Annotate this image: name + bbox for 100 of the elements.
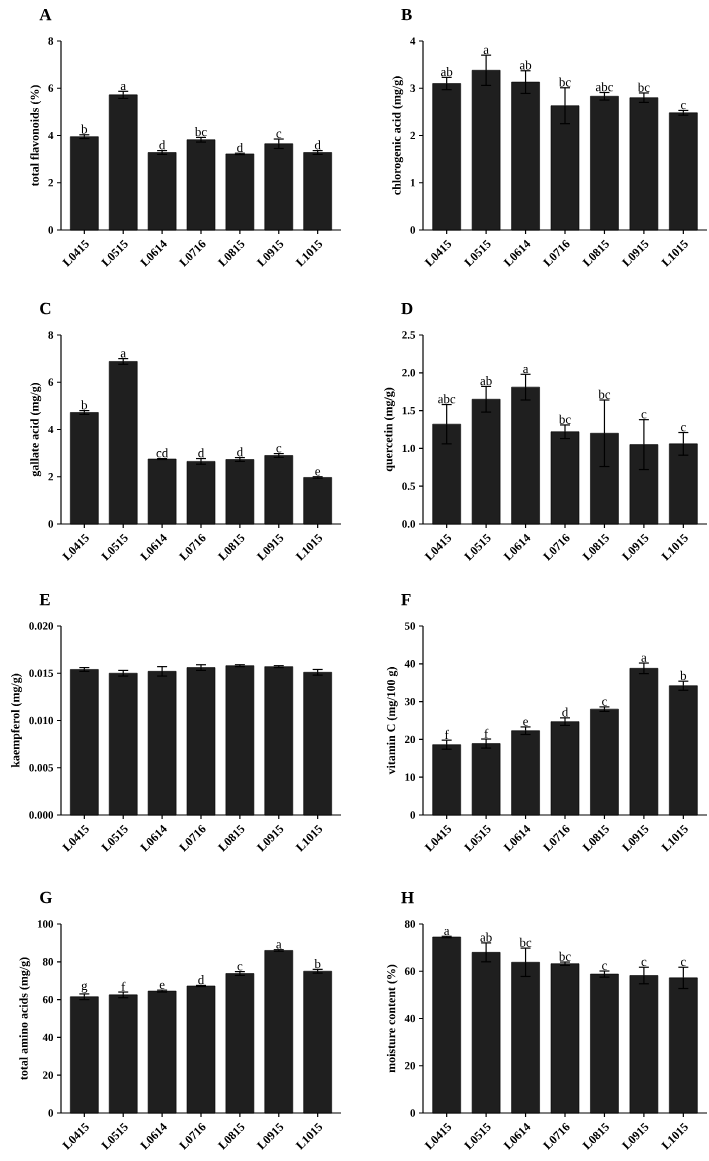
y-axis-title: kaempferol (mg/g) — [10, 673, 22, 768]
y-axis-title: gallate acid (mg/g) — [30, 382, 42, 477]
y-tick-label: 4 — [48, 425, 54, 434]
annotation: c — [641, 412, 647, 419]
y-tick-label: 30 — [404, 697, 416, 706]
chart-title: H — [401, 892, 414, 904]
annotation: bc — [558, 77, 571, 87]
annotation: d — [198, 448, 205, 458]
annotation: e — [315, 469, 321, 476]
y-tick-label: 8 — [48, 331, 54, 339]
y-tick-label: 6 — [48, 378, 54, 386]
y-axis-title: moisture content (%) — [386, 964, 398, 1073]
annotation: c — [680, 425, 686, 432]
y-tick-label: 40 — [404, 660, 416, 668]
y-axis-title: quercetin (mg/g) — [384, 387, 395, 472]
y-tick-label: 60 — [404, 967, 416, 975]
y-tick-label: 4 — [48, 131, 54, 140]
y-axis-title: vitamin C (mg/100 g) — [386, 667, 398, 775]
y-tick-label: 2.0 — [402, 369, 416, 377]
annotation: ab — [519, 60, 532, 70]
chart-title: C — [40, 302, 51, 315]
annotation: a — [483, 47, 489, 54]
annotation: bc — [637, 82, 650, 92]
annotation: ab — [480, 376, 492, 386]
y-tick-label: 0 — [48, 226, 54, 234]
annotation: c — [680, 959, 686, 967]
chart-title: B — [401, 9, 412, 21]
annotation: bc — [598, 389, 611, 399]
annotation: a — [444, 928, 450, 936]
y-tick-label: 0 — [410, 1109, 416, 1117]
y-tick-label: 6 — [48, 84, 54, 92]
annotation: ab — [480, 932, 492, 942]
y-tick-label: 60 — [42, 995, 54, 1004]
annotation: cd — [156, 448, 169, 458]
y-axis-title: chlorogenic acid (mg/g) — [392, 76, 404, 195]
y-tick-label: 2 — [48, 473, 53, 481]
annotation: c — [602, 699, 607, 706]
annotation: c — [680, 103, 686, 110]
annotation: d — [237, 142, 243, 153]
annotation: d — [237, 447, 243, 457]
y-tick-label: 0.000 — [29, 811, 54, 819]
chart-title: G — [40, 891, 53, 904]
y-axis-title: total amino acids (mg/g) — [19, 957, 31, 1080]
y-tick-label: 1 — [410, 179, 415, 187]
y-tick-label: 2 — [410, 131, 416, 140]
y-tick-label: 1.0 — [402, 444, 416, 453]
annotation: b — [314, 959, 321, 969]
annotation: bc — [519, 937, 532, 947]
y-tick-label: 20 — [404, 1062, 416, 1070]
y-tick-label: 80 — [404, 920, 416, 928]
annotation: f — [121, 981, 126, 991]
y-tick-label: 40 — [42, 1033, 54, 1042]
y-tick-label: 0 — [48, 520, 54, 528]
y-axis-title: total flavonoids (%) — [30, 85, 42, 187]
y-tick-label: 100 — [37, 920, 54, 928]
annotation: bc — [558, 414, 571, 424]
y-tick-label: 1.5 — [402, 406, 416, 415]
annotation: bc — [194, 127, 207, 137]
annotation: e — [523, 719, 528, 726]
annotation: c — [237, 964, 243, 971]
y-tick-label: 0.005 — [29, 764, 54, 772]
annotation: g — [81, 983, 88, 993]
annotation: a — [523, 366, 529, 374]
annotation: bc — [558, 951, 571, 961]
y-tick-label: 8 — [48, 37, 54, 45]
chart-title: D — [401, 303, 413, 315]
chart-title: E — [39, 594, 50, 606]
y-tick-label: 2 — [48, 179, 53, 187]
annotation: f — [484, 728, 489, 738]
chart-title: F — [401, 594, 411, 606]
annotation: abc — [595, 82, 614, 92]
y-tick-label: 0.0 — [402, 520, 416, 528]
annotation: b — [81, 124, 88, 134]
chart-title: A — [39, 8, 52, 21]
annotation: a — [276, 942, 282, 949]
annotation: d — [159, 140, 166, 150]
y-tick-label: 0.020 — [29, 622, 54, 630]
y-tick-label: 50 — [404, 622, 416, 630]
annotation: c — [602, 963, 607, 970]
annotation: b — [680, 670, 687, 680]
y-tick-label: 80 — [42, 958, 54, 966]
annotation: c — [641, 959, 647, 967]
annotation: a — [120, 351, 126, 358]
annotation: a — [641, 655, 647, 662]
y-tick-label: 0.010 — [29, 716, 54, 725]
annotation: f — [444, 729, 449, 739]
y-tick-label: 0 — [410, 226, 416, 234]
y-tick-label: 2.5 — [402, 331, 416, 339]
annotation: d — [562, 707, 569, 717]
y-tick-label: 40 — [404, 1014, 416, 1023]
y-tick-label: 0 — [410, 811, 416, 819]
annotation: c — [276, 131, 282, 138]
annotation: abc — [438, 394, 456, 404]
annotation: e — [159, 982, 165, 989]
annotation: b — [81, 400, 88, 410]
y-tick-label: 20 — [404, 735, 416, 744]
y-tick-label: 20 — [42, 1071, 54, 1079]
y-tick-label: 0.015 — [29, 669, 54, 677]
annotation: a — [120, 83, 126, 91]
annotation: d — [198, 975, 205, 985]
